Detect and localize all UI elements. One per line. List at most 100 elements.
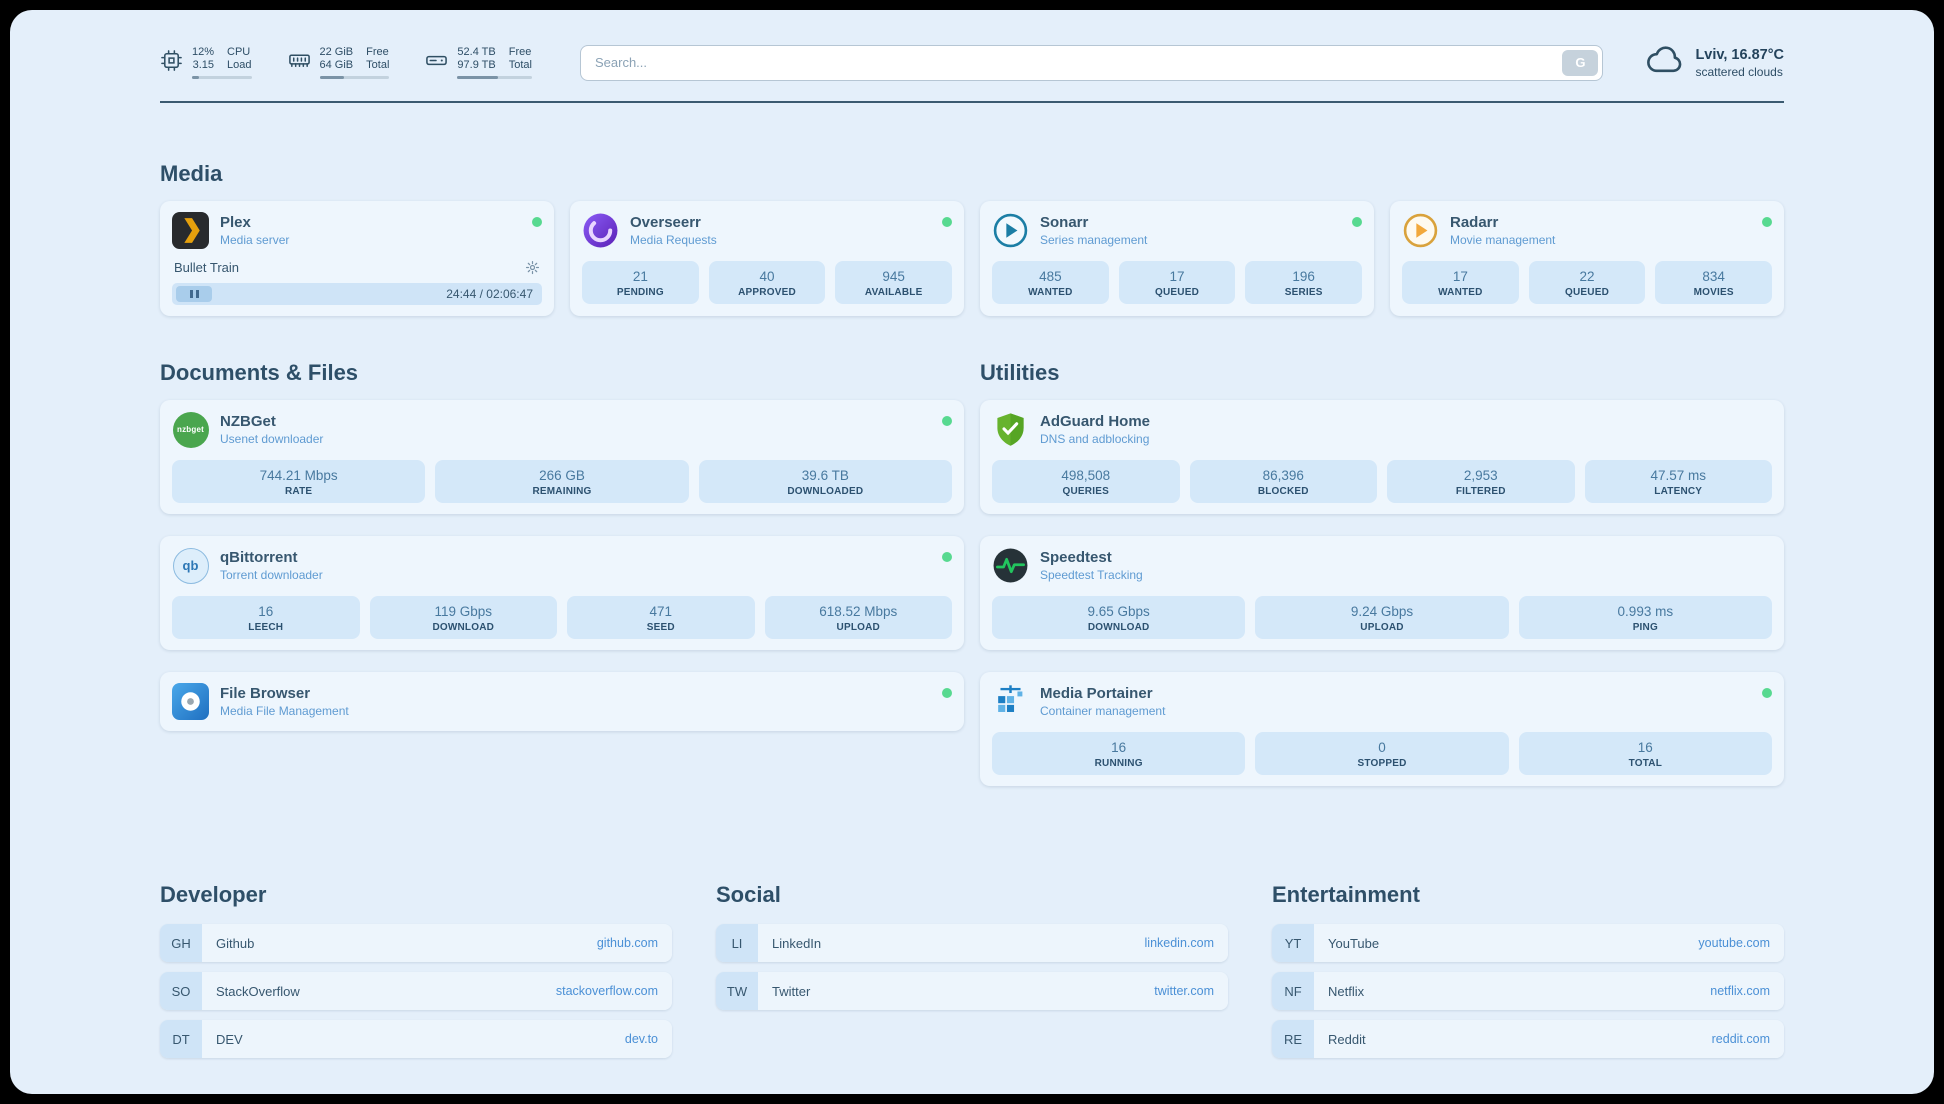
- memory-widget: 22 GiB Free 64 GiB Total: [288, 46, 390, 79]
- stat: 119 Gbps DOWNLOAD: [369, 596, 557, 639]
- stat: 744.21 Mbps RATE: [172, 460, 426, 503]
- bookmark-reddit[interactable]: RE Reddit reddit.com: [1272, 1020, 1784, 1058]
- stat: 47.57 ms LATENCY: [1584, 460, 1772, 503]
- service-card-overseerr[interactable]: Overseerr Media Requests 21 PENDING 40 A…: [570, 201, 964, 316]
- service-name: NZBGet: [220, 413, 276, 430]
- search: G: [579, 44, 1604, 81]
- service-stats: 16 RUNNING 0 STOPPED 16 TOTAL: [992, 732, 1772, 775]
- group-title-social: Social: [716, 882, 781, 907]
- service-description: DNS and adblocking: [1040, 432, 1150, 446]
- service-stats: 498,508 QUERIES 86,396 BLOCKED 2,953 FIL…: [992, 460, 1772, 503]
- group-title-documents: Documents & Files: [160, 360, 359, 385]
- service-name: Plex: [220, 214, 251, 231]
- ram-free-value: 22 GiB: [319, 46, 354, 58]
- service-name: qBittorrent: [220, 549, 298, 566]
- utilities-column: Utilities AdGuard Home DNS and adblockin…: [980, 360, 1784, 808]
- status-badge: [1762, 217, 1772, 227]
- bookmark-linkedin[interactable]: LI LinkedIn linkedin.com: [716, 924, 1228, 962]
- service-card-sonarr[interactable]: Sonarr Series management 485 WANTED 17 Q…: [980, 201, 1374, 316]
- stat: 17 QUEUED: [1118, 261, 1236, 304]
- service-description: Speedtest Tracking: [1040, 568, 1143, 582]
- disk-progress-bar: [457, 76, 532, 79]
- service-stats: 16 LEECH 119 Gbps DOWNLOAD 471 SEED 618.…: [172, 596, 952, 639]
- adguard-icon: [992, 411, 1029, 448]
- ram-total-label: Total: [366, 59, 390, 71]
- service-card-plex[interactable]: Plex Media server Bullet Train 24:44 / 0…: [160, 201, 554, 316]
- stat: 40 APPROVED: [708, 261, 826, 304]
- bookmark-netflix[interactable]: NF Netflix netflix.com: [1272, 972, 1784, 1010]
- search-provider-button[interactable]: G: [1562, 49, 1599, 76]
- service-stats: 17 WANTED 22 QUEUED 834 MOVIES: [1402, 261, 1773, 304]
- stat: 0.993 ms PING: [1518, 596, 1772, 639]
- bookmark-github[interactable]: GH Github github.com: [160, 924, 672, 962]
- status-badge: [942, 552, 952, 562]
- cpu-icon: [160, 46, 183, 77]
- disk-total-value: 97.9 TB: [457, 59, 496, 71]
- service-description: Series management: [1040, 233, 1148, 247]
- stat: 9.65 Gbps DOWNLOAD: [992, 596, 1246, 639]
- bookmark-youtube[interactable]: YT YouTube youtube.com: [1272, 924, 1784, 962]
- service-name: File Browser: [220, 685, 311, 702]
- service-description: Movie management: [1450, 233, 1556, 247]
- service-card-adguard[interactable]: AdGuard Home DNS and adblocking 498,508 …: [980, 400, 1784, 514]
- bookmarks-section: Developer GH Github github.com SO StackO…: [160, 882, 1784, 1094]
- group-title-developer: Developer: [160, 882, 267, 907]
- service-description: Torrent downloader: [220, 568, 323, 582]
- service-name: Overseerr: [630, 214, 701, 231]
- stat: 485 WANTED: [992, 261, 1109, 304]
- stat: 945 AVAILABLE: [835, 261, 953, 304]
- service-card-filebrowser[interactable]: File Browser Media File Management: [160, 672, 964, 731]
- disk-total-label: Total: [508, 59, 532, 71]
- service-card-nzbget[interactable]: nzbget NZBGet Usenet downloader 744.21 M…: [160, 400, 964, 514]
- service-card-radarr[interactable]: Radarr Movie management 17 WANTED 22 QUE…: [1390, 201, 1784, 316]
- stat: 21 PENDING: [582, 261, 699, 304]
- service-description: Media File Management: [220, 704, 349, 718]
- group-title-media: Media: [160, 161, 223, 186]
- service-name: Sonarr: [1040, 214, 1089, 231]
- weather-widget: Lviv, 16.87°C scattered clouds: [1645, 44, 1784, 81]
- disk-icon: [425, 46, 448, 77]
- service-card-speedtest[interactable]: Speedtest Speedtest Tracking 9.65 Gbps D…: [980, 536, 1784, 650]
- stat: 196 SERIES: [1245, 261, 1363, 304]
- speedtest-icon: [992, 547, 1029, 584]
- bookmark-twitter[interactable]: TW Twitter twitter.com: [716, 972, 1228, 1010]
- stat: 22 QUEUED: [1528, 261, 1646, 304]
- service-description: Container management: [1040, 704, 1166, 718]
- disk-widget: 52.4 TB Free 97.9 TB Total: [425, 46, 532, 79]
- portainer-icon: [992, 683, 1029, 720]
- qbittorrent-icon: qb: [172, 547, 209, 584]
- bookmark-dev[interactable]: DT DEV dev.to: [160, 1020, 672, 1058]
- stat: 16 TOTAL: [1518, 732, 1772, 775]
- stat: 16 LEECH: [172, 596, 360, 639]
- stat: 471 SEED: [567, 596, 755, 639]
- status-badge: [942, 217, 952, 227]
- service-description: Usenet downloader: [220, 432, 324, 446]
- documents-column: Documents & Files nzbget NZBGet Usenet d…: [160, 360, 964, 753]
- ram-icon: [288, 46, 311, 77]
- gear-icon[interactable]: [525, 260, 540, 275]
- status-badge: [942, 416, 952, 426]
- bookmark-group-developer: Developer GH Github github.com SO StackO…: [160, 882, 672, 1058]
- cpu-usage-label: CPU: [227, 46, 251, 58]
- media-grid: Plex Media server Bullet Train 24:44 / 0…: [160, 201, 1784, 316]
- stat: 2,953 FILTERED: [1387, 460, 1575, 503]
- group-title-utilities: Utilities: [980, 360, 1060, 385]
- service-description: Media server: [220, 233, 290, 247]
- service-name: Radarr: [1450, 214, 1499, 231]
- service-card-qbittorrent[interactable]: qb qBittorrent Torrent downloader 16 LEE…: [160, 536, 964, 650]
- weather-location: Lviv, 16.87°C: [1695, 46, 1784, 63]
- playback-time: 24:44 / 02:06:47: [446, 287, 533, 301]
- service-stats: 9.65 Gbps DOWNLOAD 9.24 Gbps UPLOAD 0.99…: [992, 596, 1772, 639]
- stat: 16 RUNNING: [992, 732, 1246, 775]
- stat: 266 GB REMAINING: [435, 460, 689, 503]
- stat: 9.24 Gbps UPLOAD: [1255, 596, 1509, 639]
- service-name: Media Portainer: [1040, 685, 1153, 702]
- pause-button[interactable]: [176, 286, 212, 302]
- group-title-entertainment: Entertainment: [1272, 882, 1420, 907]
- bookmark-stackoverflow[interactable]: SO StackOverflow stackoverflow.com: [160, 972, 672, 1010]
- search-input[interactable]: [579, 44, 1604, 81]
- weather-condition: scattered clouds: [1695, 64, 1783, 79]
- stat: 834 MOVIES: [1655, 261, 1773, 304]
- service-card-portainer[interactable]: Media Portainer Container management 16 …: [980, 672, 1784, 786]
